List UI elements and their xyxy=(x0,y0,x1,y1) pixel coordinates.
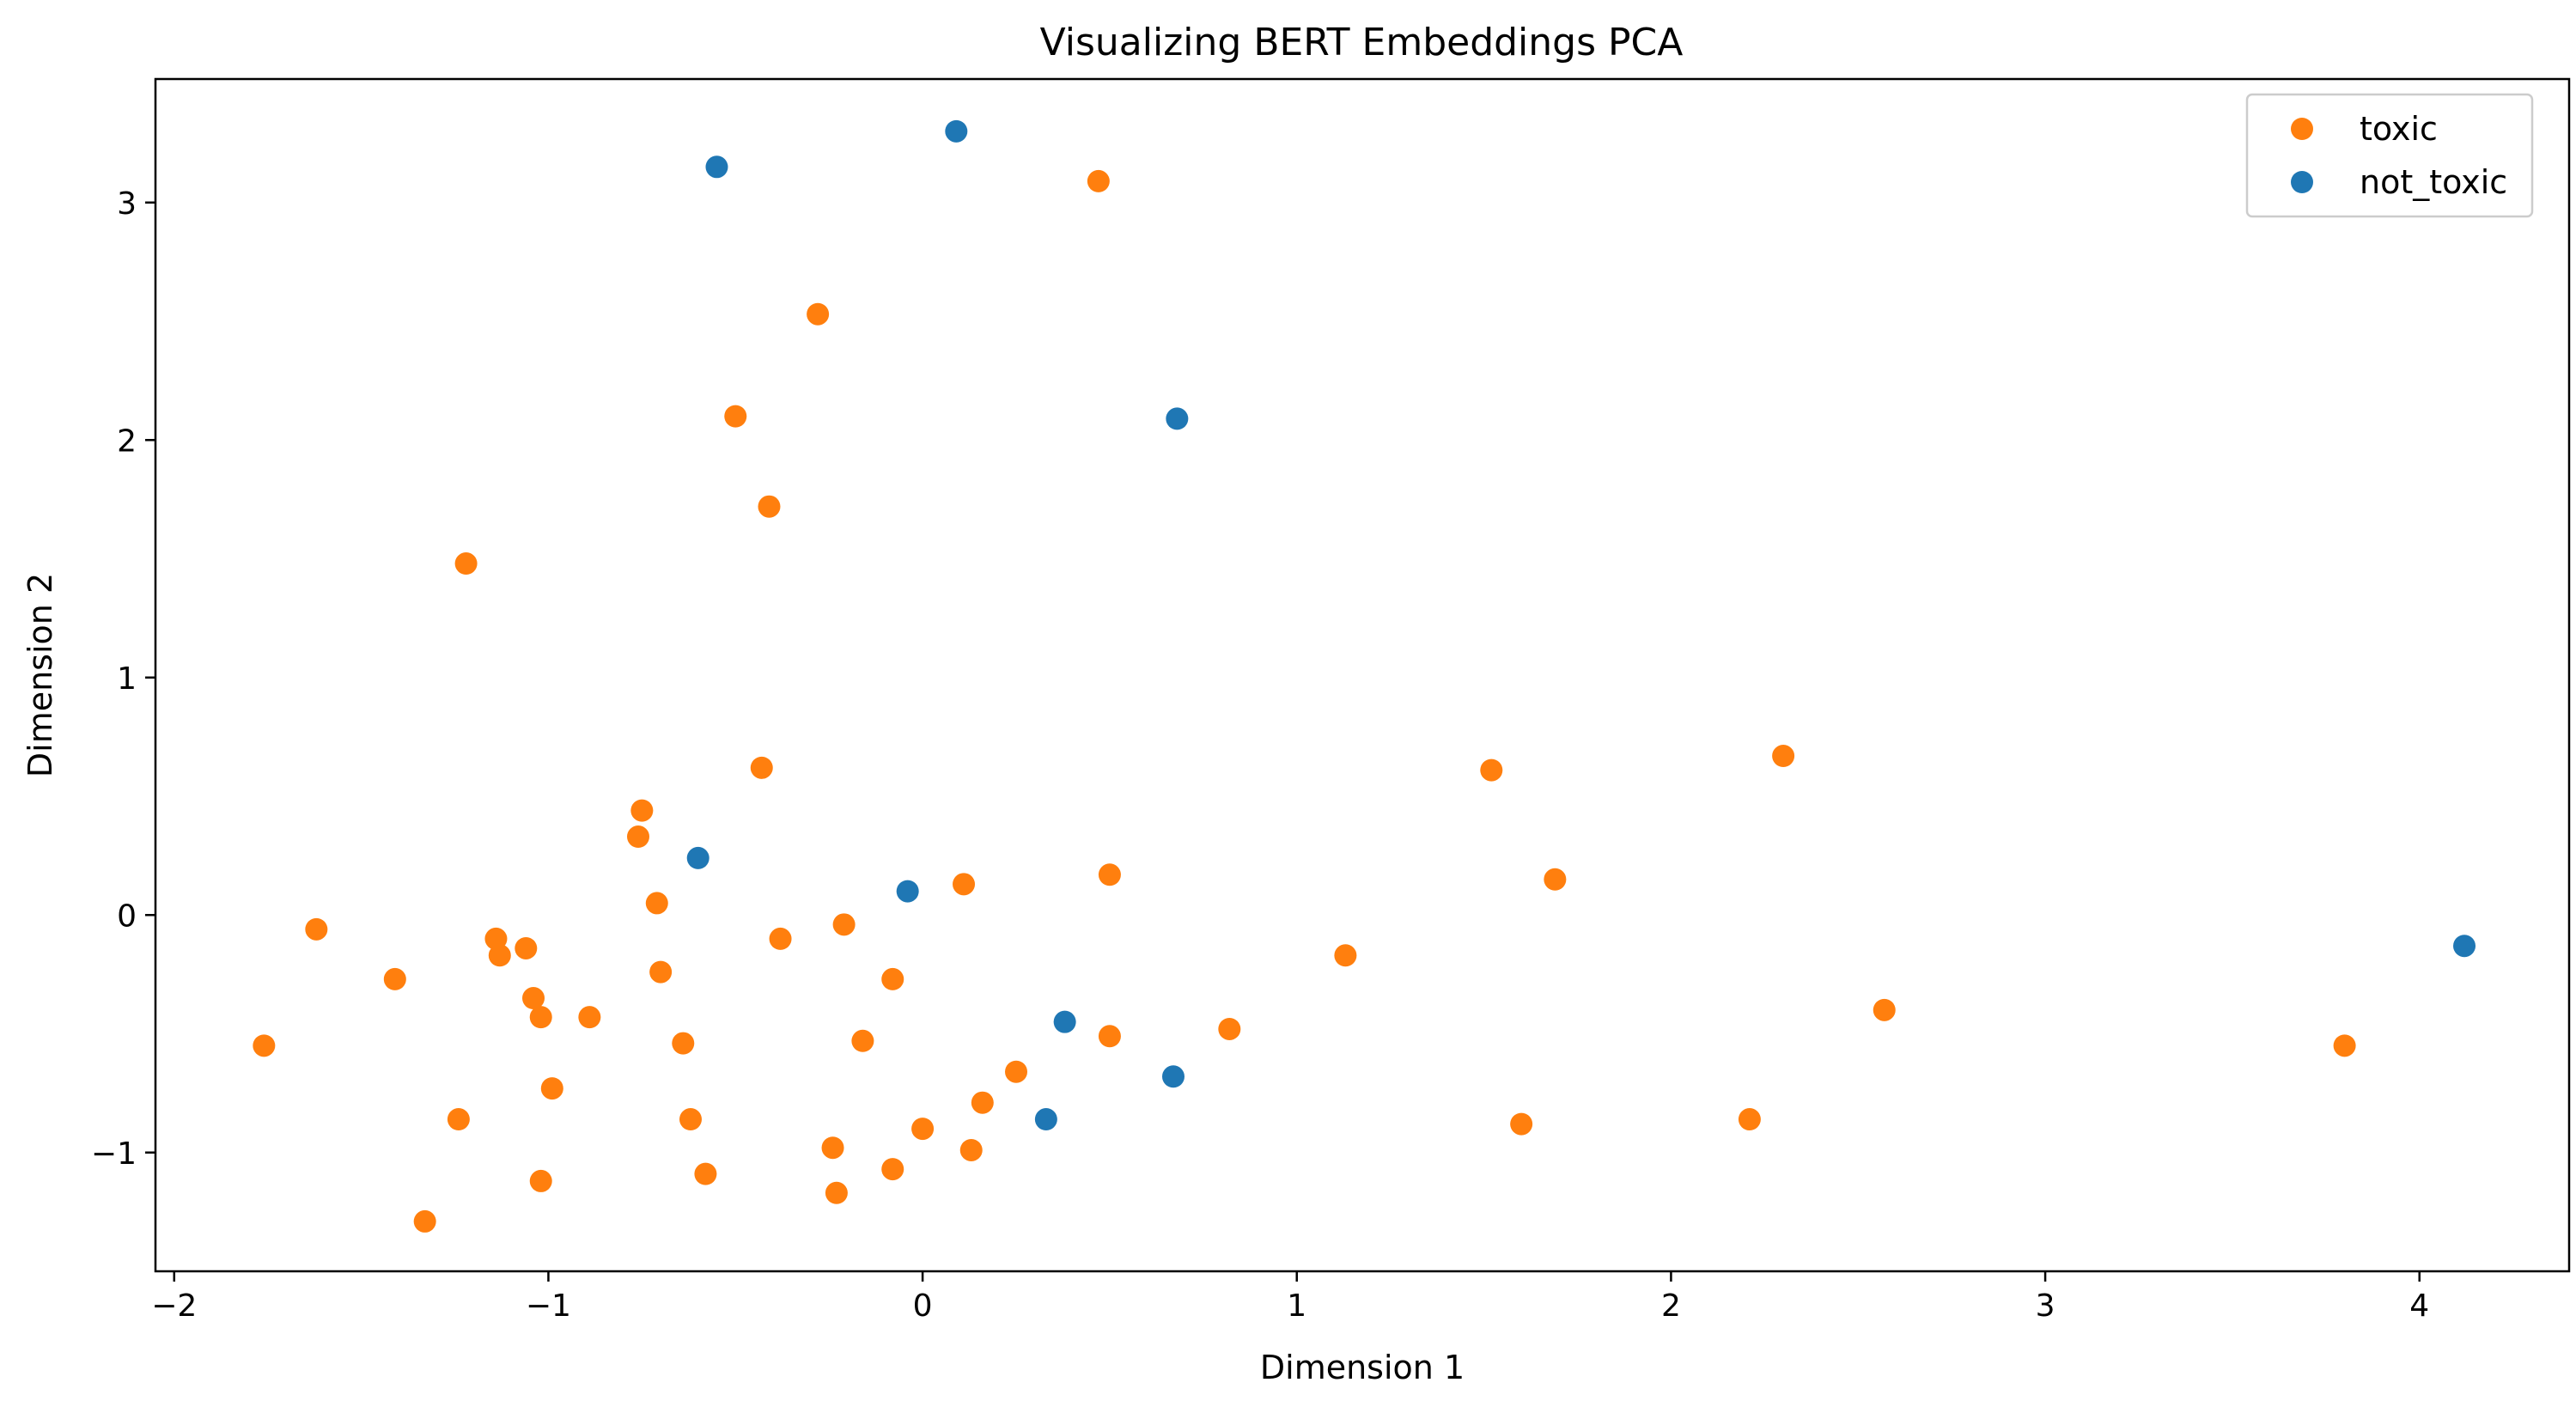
point-toxic xyxy=(645,892,668,915)
point-toxic xyxy=(627,825,649,849)
point-toxic xyxy=(1544,868,1567,891)
x-tick-label: 3 xyxy=(2036,1288,2055,1324)
point-toxic xyxy=(851,1029,874,1052)
point-not-toxic xyxy=(1161,1065,1184,1088)
point-toxic xyxy=(750,756,773,779)
point-toxic xyxy=(1218,1017,1241,1040)
y-tick-label: 0 xyxy=(117,898,137,934)
x-tick-label: 2 xyxy=(1661,1288,1681,1324)
point-toxic xyxy=(305,917,328,941)
point-toxic xyxy=(488,944,511,967)
y-axis-label: Dimension 2 xyxy=(21,573,59,777)
point-toxic xyxy=(672,1032,695,1055)
legend-marker-toxic xyxy=(2291,118,2313,140)
point-not-toxic xyxy=(705,155,728,179)
x-tick-label: 4 xyxy=(2409,1288,2429,1324)
y-tick-label: −1 xyxy=(91,1136,137,1172)
point-toxic xyxy=(253,1034,276,1057)
point-not-toxic xyxy=(945,119,968,143)
point-not-toxic xyxy=(1053,1010,1076,1033)
y-tick-label: 3 xyxy=(117,186,137,222)
point-toxic xyxy=(971,1091,994,1114)
point-toxic xyxy=(832,913,856,936)
point-toxic xyxy=(540,1077,563,1100)
point-toxic xyxy=(529,1006,552,1029)
legend-marker-not-toxic xyxy=(2291,171,2313,193)
point-toxic xyxy=(649,960,673,984)
point-toxic xyxy=(821,1136,844,1160)
x-tick-label: 1 xyxy=(1287,1288,1306,1324)
point-not-toxic xyxy=(1034,1108,1057,1131)
point-toxic xyxy=(807,302,830,326)
point-toxic xyxy=(959,1138,983,1161)
legend: toxic not_toxic xyxy=(2245,93,2534,218)
point-toxic xyxy=(529,1169,552,1192)
y-tick-label: 1 xyxy=(117,661,137,697)
point-toxic xyxy=(522,987,545,1010)
point-toxic xyxy=(758,495,781,518)
point-toxic xyxy=(1510,1112,1533,1136)
point-toxic xyxy=(1098,863,1121,886)
y-tick-label: 2 xyxy=(117,423,137,459)
x-tick-label: −1 xyxy=(526,1288,571,1324)
legend-label-toxic: toxic xyxy=(2360,110,2438,148)
point-toxic xyxy=(578,1006,601,1029)
point-toxic xyxy=(1334,944,1357,967)
point-toxic xyxy=(454,552,478,576)
point-toxic xyxy=(630,799,654,822)
chart-title: Visualizing BERT Embeddings PCA xyxy=(1040,21,1684,64)
x-tick-label: −2 xyxy=(151,1288,197,1324)
x-axis: −2 −1 0 1 2 3 4 xyxy=(151,1271,2429,1324)
point-toxic xyxy=(1087,169,1110,192)
point-toxic xyxy=(953,873,976,896)
point-not-toxic xyxy=(2453,935,2476,958)
plot-points xyxy=(253,119,2476,1233)
point-toxic xyxy=(413,1209,436,1233)
point-toxic xyxy=(2333,1034,2356,1057)
point-toxic xyxy=(694,1162,717,1185)
point-toxic xyxy=(881,967,904,990)
point-toxic xyxy=(1772,745,1795,768)
point-toxic xyxy=(679,1108,702,1131)
legend-box xyxy=(2245,93,2534,218)
point-toxic xyxy=(1480,758,1503,782)
point-toxic xyxy=(383,967,406,990)
point-not-toxic xyxy=(1166,407,1189,430)
point-toxic xyxy=(447,1108,470,1131)
point-toxic xyxy=(1873,998,1896,1021)
y-axis: −1 0 1 2 3 xyxy=(91,186,155,1172)
point-toxic xyxy=(724,405,747,428)
legend-label-not-toxic: not_toxic xyxy=(2360,163,2507,201)
plot-area-frame xyxy=(154,77,2571,1273)
point-not-toxic xyxy=(686,846,709,869)
point-not-toxic xyxy=(896,880,919,903)
point-toxic xyxy=(881,1158,904,1181)
x-tick-label: 0 xyxy=(913,1288,933,1324)
point-toxic xyxy=(769,927,792,950)
point-toxic xyxy=(1005,1060,1028,1083)
point-toxic xyxy=(1738,1108,1761,1131)
point-toxic xyxy=(1098,1025,1121,1048)
point-toxic xyxy=(911,1118,935,1141)
x-axis-label: Dimension 1 xyxy=(1260,1349,1465,1386)
point-toxic xyxy=(515,936,538,959)
point-toxic xyxy=(484,927,508,950)
point-toxic xyxy=(825,1181,848,1204)
